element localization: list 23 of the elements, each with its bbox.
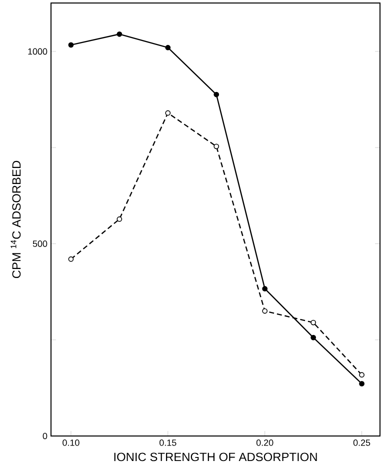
x-axis-title: IONIC STRENGTH OF ADSORPTION	[114, 452, 317, 462]
point	[165, 44, 171, 50]
point	[359, 381, 364, 386]
point	[262, 286, 268, 292]
y-tick-label: 1000	[28, 48, 48, 55]
y-tick-label: 500	[32, 240, 48, 247]
point	[262, 308, 268, 314]
point	[214, 144, 220, 150]
point	[310, 320, 316, 326]
x-tick-label: 0.25	[353, 440, 370, 446]
x-tick-label: 0.10	[62, 440, 80, 446]
point	[214, 92, 220, 98]
y-axis-title: CPM $^{14}$C ADSORBED	[10, 160, 21, 278]
point	[116, 31, 122, 37]
point	[68, 42, 74, 48]
point	[116, 216, 122, 222]
x-tick-label: 0.15	[160, 440, 176, 446]
point	[359, 372, 364, 378]
y-tick-label: 0	[42, 432, 48, 440]
point	[165, 110, 171, 116]
point	[68, 256, 74, 262]
point	[310, 334, 316, 340]
x-tick-label: 0.20	[256, 440, 274, 446]
